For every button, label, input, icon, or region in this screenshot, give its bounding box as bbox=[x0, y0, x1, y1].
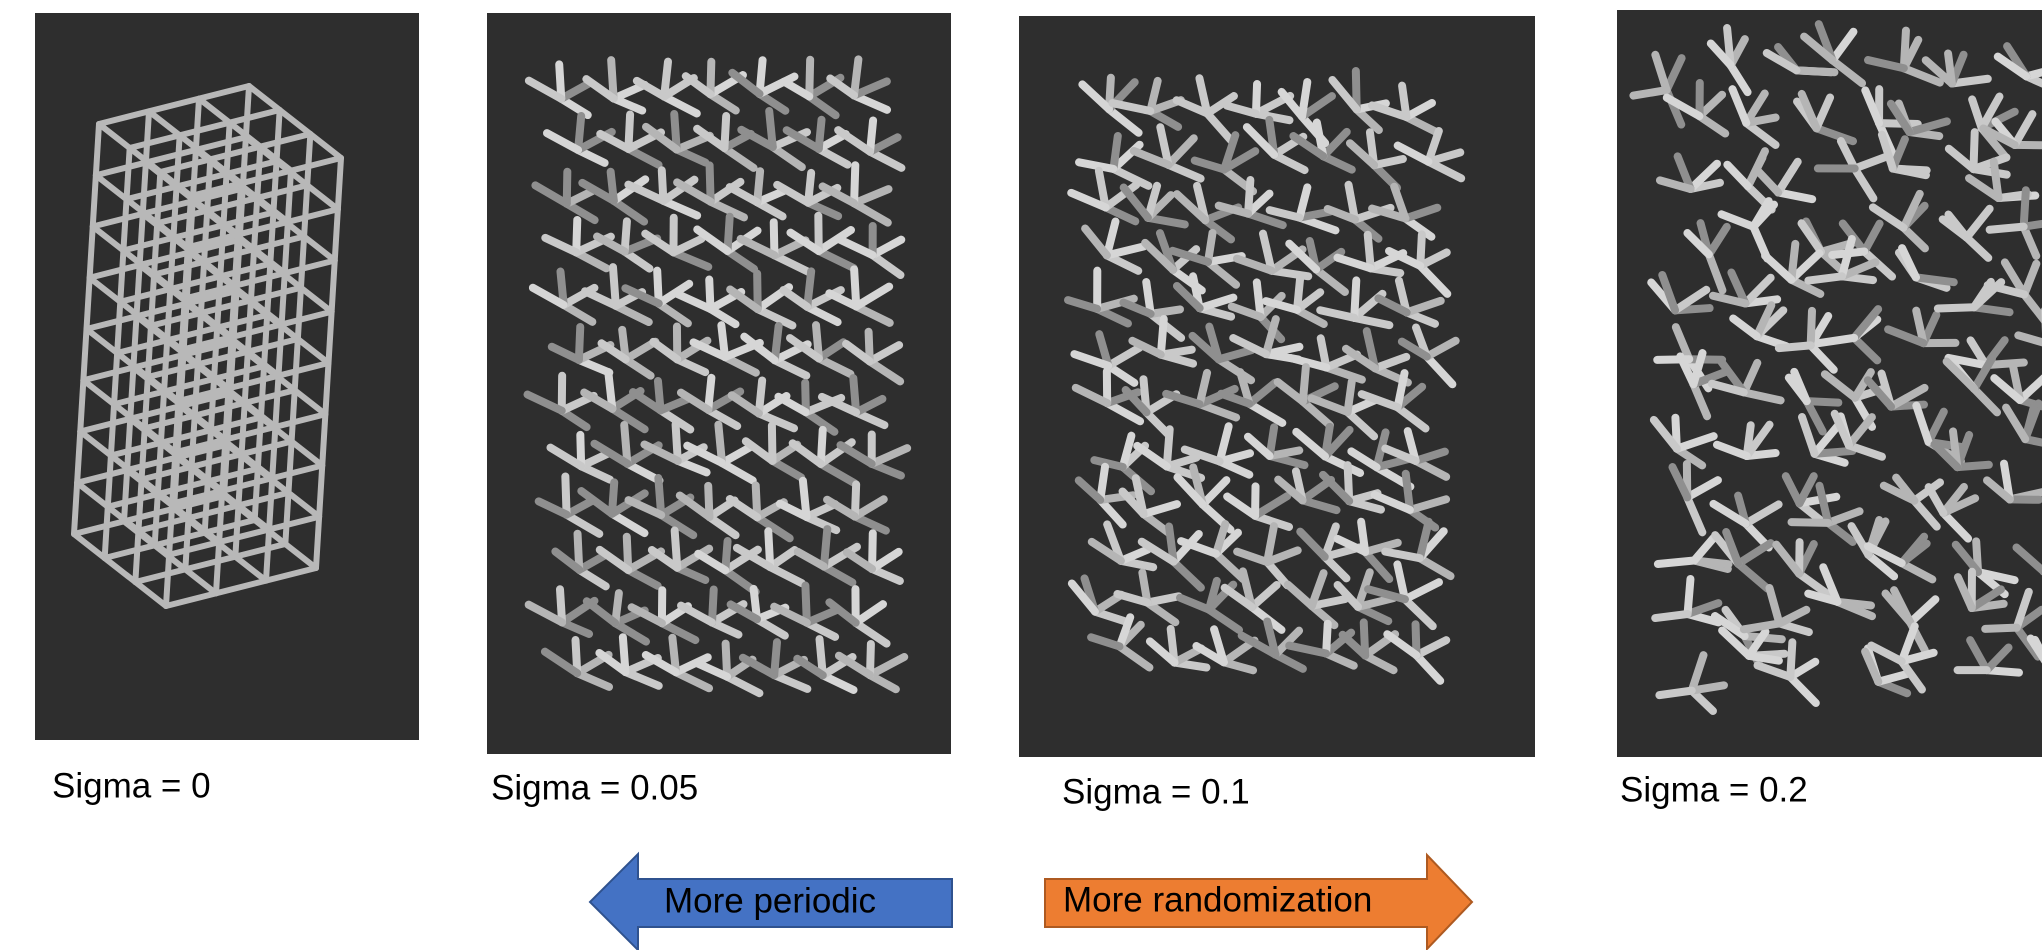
strut bbox=[870, 644, 871, 675]
strut bbox=[1973, 132, 1974, 169]
strut bbox=[710, 62, 711, 94]
strut bbox=[579, 327, 580, 360]
strut bbox=[854, 269, 856, 306]
strut bbox=[775, 326, 779, 360]
strut bbox=[1151, 309, 1180, 313]
strut bbox=[710, 165, 711, 201]
strut bbox=[1633, 90, 1666, 95]
strut bbox=[1749, 656, 1779, 661]
strut bbox=[1100, 467, 1105, 500]
strut bbox=[854, 165, 855, 203]
strut bbox=[1689, 359, 1722, 360]
strut bbox=[821, 430, 823, 464]
strut bbox=[1808, 276, 1842, 280]
figure: Sigma = 0 Sigma = 0.05 Sigma = 0.1 Sigma… bbox=[0, 0, 2042, 950]
strut bbox=[1790, 642, 1792, 677]
strut bbox=[1326, 624, 1328, 654]
strut bbox=[1658, 560, 1694, 564]
strut bbox=[870, 120, 873, 151]
strut bbox=[1807, 401, 1839, 402]
strut bbox=[1248, 180, 1250, 214]
strut bbox=[1303, 367, 1306, 401]
strut bbox=[1167, 429, 1170, 466]
strut bbox=[1916, 277, 1954, 282]
strut bbox=[872, 533, 873, 569]
strut bbox=[578, 116, 581, 150]
strut bbox=[1297, 276, 1300, 310]
strut bbox=[1837, 602, 1871, 606]
page: Sigma = 0 Sigma = 0.05 Sigma = 0.1 Sigma… bbox=[0, 0, 2042, 950]
strut bbox=[1811, 311, 1812, 345]
strut bbox=[808, 173, 811, 203]
strut bbox=[760, 60, 763, 94]
strut bbox=[664, 62, 668, 97]
strut bbox=[708, 378, 711, 410]
strut bbox=[774, 222, 775, 255]
strut bbox=[805, 586, 806, 623]
strut bbox=[1348, 382, 1352, 412]
strut bbox=[1659, 691, 1691, 696]
strut bbox=[1879, 123, 1918, 124]
strut bbox=[1938, 307, 1974, 308]
strut bbox=[1990, 227, 2024, 230]
strut bbox=[565, 476, 566, 514]
strut bbox=[1747, 425, 1751, 456]
caption: Sigma = 0.1 bbox=[1062, 772, 1250, 811]
strut bbox=[576, 220, 577, 252]
strut bbox=[1797, 70, 1835, 72]
arrow-label: More periodic bbox=[664, 881, 876, 920]
strut bbox=[724, 116, 726, 148]
strut bbox=[658, 478, 661, 515]
strut bbox=[1791, 522, 1828, 523]
strut bbox=[1161, 350, 1192, 355]
strut bbox=[1256, 84, 1257, 114]
strut bbox=[728, 217, 730, 251]
strut bbox=[759, 380, 762, 413]
strut bbox=[855, 484, 856, 516]
strut bbox=[809, 60, 810, 97]
strut bbox=[1354, 280, 1356, 317]
strut bbox=[1113, 136, 1117, 169]
strut bbox=[774, 642, 777, 675]
arrow-label: More randomization bbox=[1063, 880, 1372, 919]
strut bbox=[854, 59, 858, 95]
strut bbox=[824, 529, 827, 566]
strut bbox=[1818, 338, 1854, 343]
strut bbox=[1368, 235, 1371, 268]
strut bbox=[1985, 628, 2017, 629]
strut bbox=[807, 271, 811, 306]
strut bbox=[567, 172, 568, 204]
strut bbox=[757, 171, 760, 202]
strut bbox=[676, 424, 678, 460]
strut bbox=[1161, 319, 1164, 355]
strut bbox=[1420, 234, 1422, 265]
caption: Sigma = 0 bbox=[52, 766, 211, 805]
strut bbox=[628, 115, 630, 149]
strut bbox=[757, 274, 758, 309]
strut bbox=[1688, 579, 1691, 614]
strut bbox=[1974, 307, 2010, 312]
caption: Sigma = 0.05 bbox=[491, 768, 698, 807]
strut bbox=[1655, 614, 1687, 618]
strut bbox=[1208, 233, 1213, 262]
strut bbox=[1791, 244, 1795, 280]
strut bbox=[1893, 169, 1927, 171]
strut bbox=[1779, 345, 1811, 348]
strut bbox=[2024, 190, 2026, 226]
strut bbox=[1904, 31, 1906, 69]
caption: Sigma = 0.2 bbox=[1620, 770, 1808, 809]
strut bbox=[613, 267, 616, 306]
strut bbox=[1694, 560, 1728, 564]
strut bbox=[625, 221, 627, 251]
strut bbox=[712, 589, 714, 622]
